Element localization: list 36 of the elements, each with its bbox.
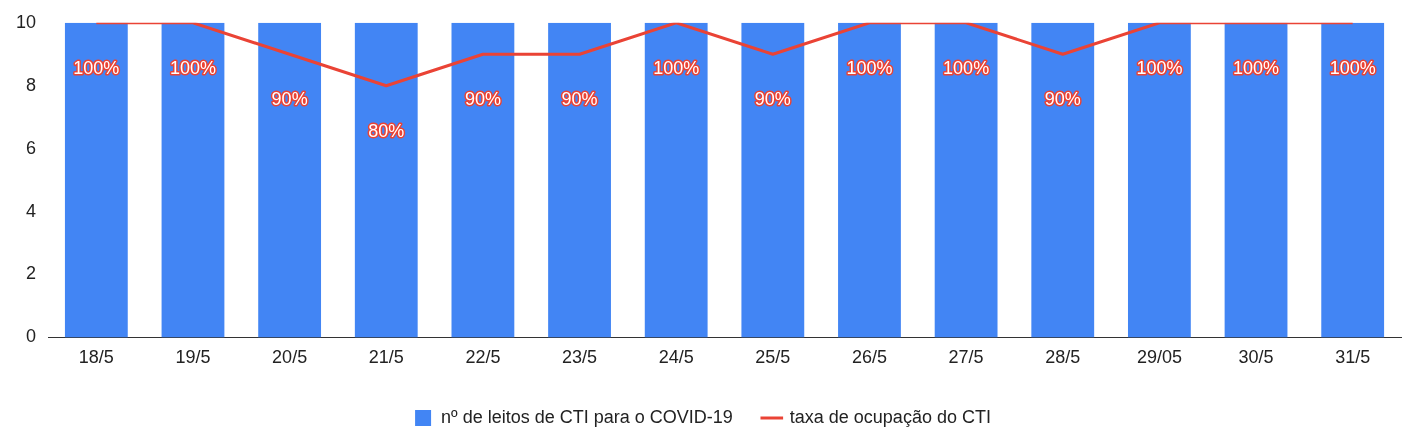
y-tick-label: 8 [26, 74, 37, 95]
y-tick-label: 4 [26, 200, 37, 221]
data-label: 90% [1044, 89, 1081, 110]
x-tick-label: 20/5 [272, 347, 308, 368]
x-tick-label: 28/5 [1045, 347, 1081, 368]
data-label: 100% [653, 57, 700, 78]
data-label: 100% [846, 57, 893, 78]
data-label: 100% [1329, 57, 1376, 78]
x-tick-label: 23/5 [562, 347, 598, 368]
x-tick-label: 30/5 [1238, 347, 1274, 368]
y-tick-label: 10 [15, 11, 37, 32]
x-tick-label: 26/5 [851, 347, 887, 368]
y-tick-label: 0 [26, 326, 37, 347]
data-label: 90% [561, 89, 598, 110]
legend-label: taxa de ocupação do CTI [789, 406, 991, 427]
data-label: 90% [271, 89, 308, 110]
x-tick-label: 19/5 [175, 347, 211, 368]
data-label: 100% [169, 57, 217, 78]
legend-label: nº de leitos de CTI para o COVID-19 [441, 406, 733, 427]
x-tick-label: 22/5 [465, 347, 501, 368]
x-tick-label: 25/5 [755, 347, 791, 368]
data-label: 90% [754, 89, 791, 110]
data-label: 100% [73, 57, 120, 78]
data-label: 100% [943, 57, 990, 78]
x-tick-label: 18/5 [78, 347, 114, 368]
x-tick-label: 27/5 [948, 347, 984, 368]
x-tick-label: 24/5 [658, 347, 694, 368]
y-tick-label: 2 [26, 263, 37, 284]
data-label: 90% [464, 89, 501, 110]
data-label: 80% [368, 120, 405, 141]
data-label: 100% [1136, 57, 1183, 78]
y-tick-label: 6 [26, 137, 37, 158]
x-tick-label: 31/5 [1335, 347, 1371, 368]
x-tick-label: 21/5 [368, 347, 404, 368]
data-label: 100% [1233, 57, 1280, 78]
x-tick-label: 29/05 [1136, 347, 1182, 368]
